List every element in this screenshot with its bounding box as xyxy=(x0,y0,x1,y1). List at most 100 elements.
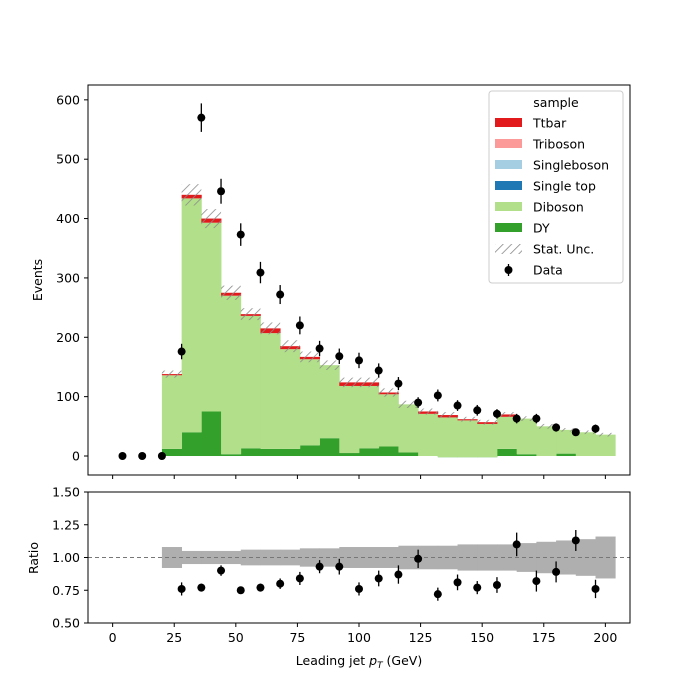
ratio-point xyxy=(197,583,206,592)
y-tick-label: 100 xyxy=(56,389,80,404)
data-point xyxy=(236,230,245,239)
bar-dy xyxy=(516,454,537,457)
data-point xyxy=(256,268,265,277)
stat-unc-box xyxy=(457,416,478,422)
legend-swatch xyxy=(495,139,522,148)
legend-entry-data: Data xyxy=(504,263,563,278)
ratio-point xyxy=(335,562,344,571)
ratio-point xyxy=(492,581,501,590)
bar-diboson xyxy=(437,417,458,458)
ratio-point xyxy=(295,574,304,583)
ratio-y-tick-label: 1.25 xyxy=(52,517,80,532)
ratio-band-box xyxy=(299,548,320,567)
data-point xyxy=(414,398,423,407)
ratio-y-tick-label: 0.50 xyxy=(52,616,80,631)
ratio-point xyxy=(256,583,265,592)
x-tick-label: 75 xyxy=(289,630,305,645)
stat-unc-box xyxy=(221,285,241,300)
x-tick-label: 0 xyxy=(109,630,117,645)
stat-unc-box xyxy=(496,412,517,417)
legend-title: sample xyxy=(533,95,579,110)
legend-marker xyxy=(504,266,513,274)
x-tick-label: 25 xyxy=(166,630,182,645)
ratio-band-box xyxy=(181,550,202,565)
data-point xyxy=(591,424,600,433)
ratio-band-box xyxy=(201,550,222,565)
stat-unc-box xyxy=(437,412,458,419)
bar-diboson xyxy=(457,420,478,458)
legend-swatch xyxy=(495,160,522,169)
bar-diboson xyxy=(398,404,419,453)
ratio-point xyxy=(453,578,462,587)
main-x-ticks xyxy=(112,475,606,479)
stat-unc-box xyxy=(161,370,182,378)
bar-dy xyxy=(221,454,242,457)
legend-label: DY xyxy=(533,221,550,236)
x-tick-label: 50 xyxy=(228,630,244,645)
bar-diboson xyxy=(536,426,557,457)
data-point xyxy=(355,356,363,365)
legend-label: Stat. Unc. xyxy=(533,242,594,257)
data-point xyxy=(374,366,383,375)
data-point xyxy=(295,321,304,330)
ratio-panel: 0.50 0.75 1.00 1.25 1.50 0 25 50 75 100 125 150 175… xyxy=(26,485,631,671)
ratio-y-tick-label: 1.50 xyxy=(52,485,80,500)
legend-entry-stat-unc: Stat. Unc. xyxy=(495,242,594,257)
bar-dy xyxy=(161,448,183,457)
ratio-point xyxy=(355,584,363,593)
y-tick-label: 300 xyxy=(56,270,80,285)
stat-unc-box xyxy=(240,308,261,321)
ratio-band-box xyxy=(516,543,537,572)
ratio-point xyxy=(276,579,285,588)
main-y-ticks: 0 100 200 300 400 500 600 xyxy=(56,92,88,464)
ratio-x-ticks: 0 25 50 75 100 125 150 175 200 xyxy=(109,623,617,645)
data-point xyxy=(453,401,462,410)
data-point xyxy=(335,352,344,361)
bar-diboson xyxy=(299,359,320,446)
stat-unc-box xyxy=(378,388,399,397)
ratio-band-box xyxy=(496,544,518,571)
stat-unc-box xyxy=(477,419,497,425)
bar-dy xyxy=(378,446,399,457)
legend-swatch xyxy=(495,118,522,127)
legend-entry-diboson: Diboson xyxy=(495,200,584,215)
data-point xyxy=(394,379,403,388)
bar-diboson xyxy=(260,333,281,449)
bar-diboson xyxy=(378,394,399,447)
stacked-bars xyxy=(161,194,616,458)
ratio-point xyxy=(532,577,541,586)
stat-unc-box xyxy=(181,184,202,206)
ratio-point xyxy=(236,586,245,595)
bar-dy xyxy=(359,448,380,457)
y-tick-label: 600 xyxy=(56,92,80,107)
ratio-point xyxy=(315,562,324,571)
ratio-point xyxy=(177,584,186,593)
ratio-point xyxy=(473,583,482,592)
bar-diboson xyxy=(359,385,380,449)
data-point xyxy=(157,452,166,461)
bar-dy xyxy=(339,453,360,457)
bar-dy xyxy=(299,445,320,457)
data-point xyxy=(552,423,561,432)
legend-swatch xyxy=(495,223,522,232)
data-point xyxy=(571,428,580,437)
legend-swatch xyxy=(495,181,522,190)
bar-dy xyxy=(260,448,281,457)
stat-unc-box xyxy=(556,428,576,432)
y-tick-label: 500 xyxy=(56,152,80,167)
legend-label: Singleboson xyxy=(533,158,609,173)
bar-diboson xyxy=(201,222,222,412)
legend-label: Data xyxy=(533,263,563,278)
stat-unc-box xyxy=(339,377,359,388)
data-point xyxy=(473,406,482,415)
bar-diboson xyxy=(339,385,360,454)
bar-dy xyxy=(398,452,419,457)
legend-box xyxy=(488,90,624,284)
bar-diboson xyxy=(477,423,498,458)
ratio-band-box xyxy=(378,547,399,568)
legend-swatch xyxy=(495,202,522,211)
bar-diboson xyxy=(240,315,261,449)
stat-unc-box xyxy=(280,340,300,353)
bar-diboson xyxy=(556,429,577,454)
